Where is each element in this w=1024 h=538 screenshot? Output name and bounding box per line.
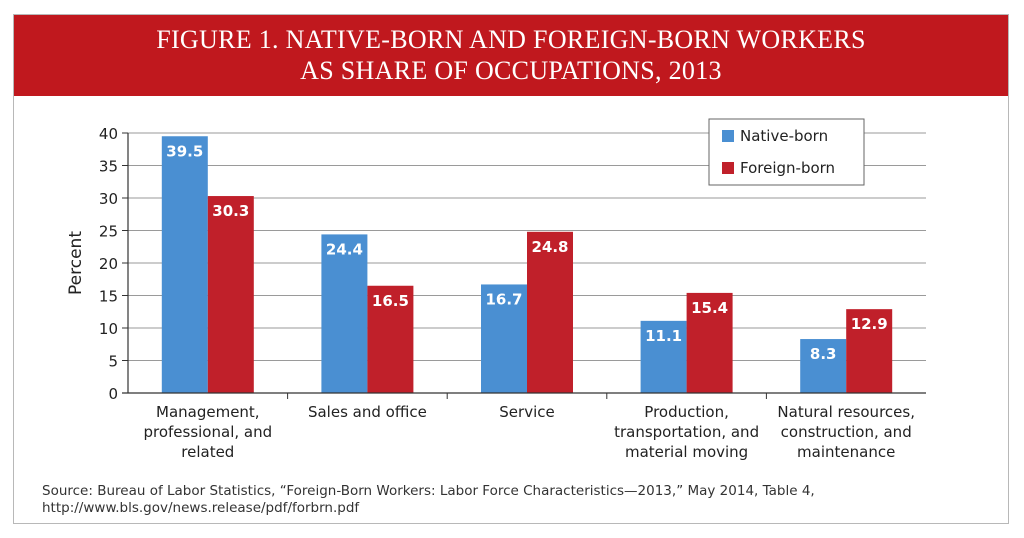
- axes: 0 5 10 15 20 25 30 35 40 Percent Management, profes…: [66, 125, 926, 461]
- x-tick-label: Service: [499, 403, 554, 421]
- legend: Native-born Foreign-born: [708, 118, 865, 186]
- chart-title-line-1: FIGURE 1. NATIVE-BORN AND FOREIGN-BORN W…: [156, 25, 866, 54]
- data-label: 8.3: [810, 345, 837, 363]
- y-tick-label: 25: [99, 223, 118, 241]
- title-banner: FIGURE 1. NATIVE-BORN AND FOREIGN-BORN W…: [14, 15, 1008, 96]
- bar-foreign: [686, 292, 733, 393]
- bar-foreign: [367, 285, 414, 393]
- x-tick-label: Production, transportation, and material m…: [614, 403, 759, 461]
- y-tick-label: 40: [99, 125, 118, 143]
- figure-frame: FIGURE 1. NATIVE-BORN AND FOREIGN-BORN W…: [13, 14, 1009, 524]
- bar-native: [800, 339, 847, 393]
- legend-box: [708, 118, 865, 186]
- legend-label: Native-born: [740, 127, 828, 145]
- bar-foreign: [207, 196, 254, 393]
- bars: 39.5 30.3 24.4 16.5 16.7 24.8 11.1 15.4 8.3 12.9: [161, 136, 893, 393]
- data-label: 15.4: [691, 299, 728, 317]
- data-label: 24.8: [531, 238, 568, 256]
- x-tick-label: Sales and office: [308, 403, 427, 421]
- x-tick-label: Management, professional, and related: [143, 403, 272, 461]
- data-label: 12.9: [851, 315, 888, 333]
- source-note: Source: Bureau of Labor Statistics, “For…: [42, 483, 982, 517]
- data-label: 16.5: [372, 292, 409, 310]
- data-label: 39.5: [166, 142, 203, 160]
- data-label: 16.7: [485, 290, 522, 308]
- bar-native: [321, 234, 368, 393]
- y-tick-label: 20: [99, 255, 118, 273]
- y-tick-label: 35: [99, 158, 118, 176]
- legend-swatch-foreign: [722, 162, 734, 174]
- y-tick-label: 30: [99, 190, 118, 208]
- bar-native: [161, 136, 208, 393]
- source-line-1: Source: Bureau of Labor Statistics, “For…: [42, 483, 815, 499]
- data-label: 30.3: [212, 202, 249, 220]
- source-url: http://www.bls.gov/news.release/pdf/forb…: [42, 500, 360, 516]
- bar-chart: 39.530.324.416.5 16.724.811.115.48.312.9 …: [66, 118, 926, 461]
- legend-label: Foreign-born: [740, 159, 835, 177]
- data-label: 11.1: [645, 327, 682, 345]
- y-tick-label: 0: [108, 385, 118, 403]
- chart-title-line-2: AS SHARE OF OCCUPATIONS, 2013: [300, 56, 722, 85]
- x-tick-label: Natural resources, construction, and maint…: [777, 403, 915, 461]
- bar-foreign: [846, 309, 893, 393]
- data-label: 24.4: [326, 240, 363, 258]
- legend-swatch-native: [722, 130, 734, 142]
- y-tick-label: 15: [99, 288, 118, 306]
- y-axis-title: Percent: [66, 231, 86, 295]
- y-tick-label: 10: [99, 320, 118, 338]
- bar-native: [640, 320, 687, 393]
- bar-foreign: [527, 231, 573, 393]
- y-tick-label: 5: [108, 353, 118, 371]
- bar-native: [481, 284, 527, 393]
